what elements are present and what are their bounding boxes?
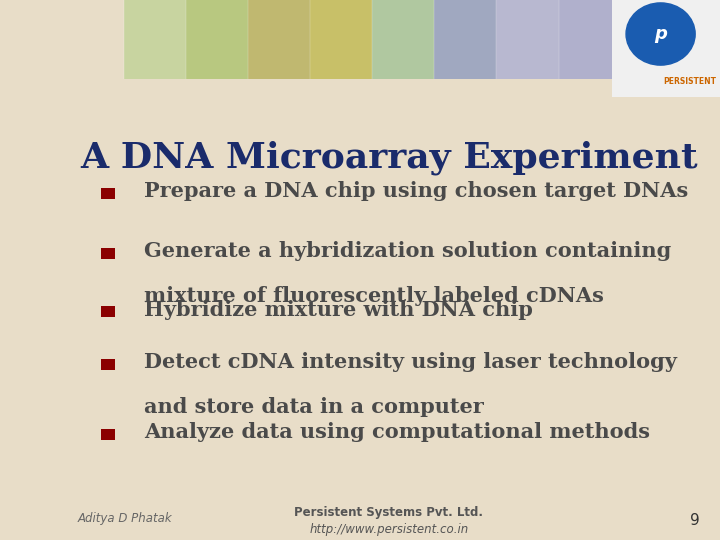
Bar [101,429,115,440]
Text: Generate a hybridization solution containing: Generate a hybridization solution contai… [144,241,671,261]
Text: A DNA Microarray Experiment: A DNA Microarray Experiment [80,140,698,175]
Text: Analyze data using computational methods: Analyze data using computational methods [144,422,649,442]
Bar [310,0,372,79]
Text: Hybridize mixture with DNA chip: Hybridize mixture with DNA chip [144,300,533,320]
Bar [101,359,115,369]
Bar [434,0,496,79]
Bar [124,0,186,79]
Text: Detect cDNA intensity using laser technology: Detect cDNA intensity using laser techno… [144,352,677,372]
Text: Aditya D Phatak: Aditya D Phatak [78,512,172,525]
Text: PERSISTENT: PERSISTENT [663,77,716,85]
Bar [101,188,115,199]
Bar [559,0,621,79]
Bar [101,248,115,259]
Circle shape [626,3,696,65]
Text: p: p [654,25,667,43]
Text: http://www.persistent.co.in: http://www.persistent.co.in [309,523,469,536]
Text: mixture of fluorescently labeled cDNAs: mixture of fluorescently labeled cDNAs [144,286,603,306]
Bar [101,306,115,317]
Text: Prepare a DNA chip using chosen target DNAs: Prepare a DNA chip using chosen target D… [144,181,688,201]
Text: Persistent Systems Pvt. Ltd.: Persistent Systems Pvt. Ltd. [294,505,483,518]
Bar [497,0,559,79]
Text: and store data in a computer: and store data in a computer [144,397,483,417]
Bar [186,0,248,79]
Bar [248,0,310,79]
Bar [372,0,434,79]
Text: 9: 9 [690,513,700,528]
